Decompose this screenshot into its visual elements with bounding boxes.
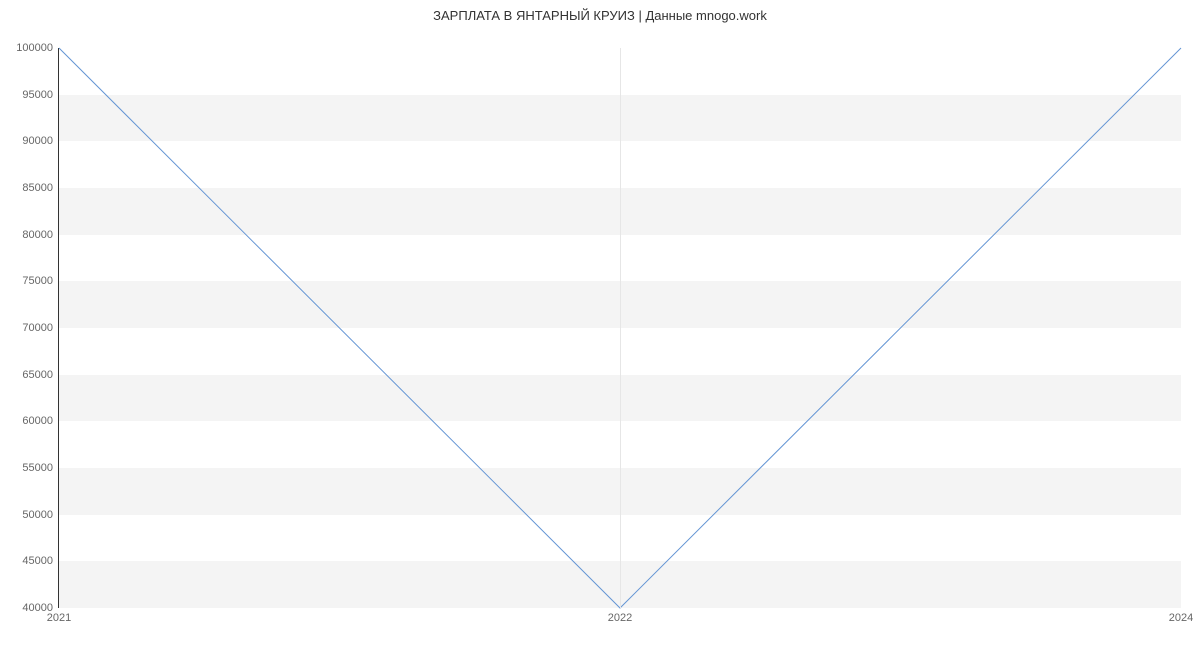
- y-tick-label: 55000: [22, 462, 53, 474]
- y-tick-label: 80000: [22, 229, 53, 241]
- y-tick-label: 65000: [22, 369, 53, 381]
- x-tick-label: 2022: [608, 612, 632, 624]
- grid-vline: [620, 48, 621, 608]
- chart-container: ЗАРПЛАТА В ЯНТАРНЫЙ КРУИЗ | Данные mnogo…: [0, 0, 1200, 650]
- y-tick-label: 45000: [22, 555, 53, 567]
- y-tick-label: 75000: [22, 275, 53, 287]
- y-tick-label: 50000: [22, 509, 53, 521]
- x-tick-label: 2024: [1169, 612, 1193, 624]
- plot-area: 4000045000500005500060000650007000075000…: [58, 48, 1181, 608]
- y-tick-label: 70000: [22, 322, 53, 334]
- y-tick-label: 100000: [16, 42, 53, 54]
- x-tick-label: 2021: [47, 612, 71, 624]
- y-tick-label: 60000: [22, 415, 53, 427]
- chart-title: ЗАРПЛАТА В ЯНТАРНЫЙ КРУИЗ | Данные mnogo…: [0, 0, 1200, 23]
- y-tick-label: 95000: [22, 89, 53, 101]
- y-tick-label: 85000: [22, 182, 53, 194]
- y-tick-label: 90000: [22, 135, 53, 147]
